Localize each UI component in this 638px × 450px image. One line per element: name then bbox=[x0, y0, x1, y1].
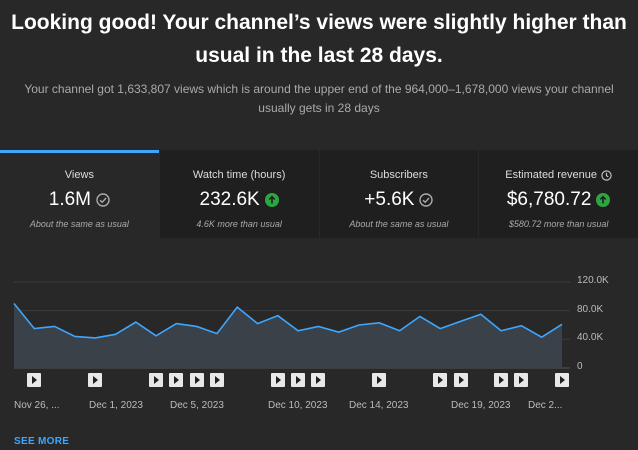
video-marker-play-icon[interactable] bbox=[27, 373, 42, 387]
tab-views-label: Views bbox=[64, 169, 94, 181]
video-marker-play-icon[interactable] bbox=[555, 373, 569, 387]
data-point[interactable] bbox=[479, 312, 483, 316]
data-point[interactable] bbox=[195, 324, 199, 328]
tab-subscribers-note: About the same as usual bbox=[349, 219, 449, 229]
tab-subscribers-label: Subscribers bbox=[369, 169, 428, 181]
video-marker-play-icon[interactable] bbox=[169, 373, 184, 387]
video-marker-play-icon[interactable] bbox=[149, 373, 164, 387]
data-point[interactable] bbox=[12, 302, 16, 306]
data-point[interactable] bbox=[53, 324, 57, 328]
video-marker-play-icon[interactable] bbox=[372, 373, 387, 387]
video-marker-play-icon[interactable] bbox=[453, 373, 468, 387]
video-marker-play-icon[interactable] bbox=[209, 373, 224, 387]
summary-line-1: Your channel got 1,633,807 views which i… bbox=[24, 82, 614, 96]
x-tick-label: Dec 19, 2023 bbox=[451, 400, 511, 411]
x-tick-label: Dec 1, 2023 bbox=[89, 400, 143, 411]
metric-tabs: Views 1.6M About the same as usual Watch… bbox=[0, 150, 638, 238]
video-marker-play-icon[interactable] bbox=[270, 373, 285, 387]
data-point[interactable] bbox=[459, 319, 463, 323]
headline: Looking good! Your channel’s views were … bbox=[0, 6, 638, 72]
data-point[interactable] bbox=[519, 324, 523, 328]
data-point[interactable] bbox=[499, 329, 503, 333]
headline-line-1: Looking good! Your channel’s views were … bbox=[11, 11, 627, 34]
data-point[interactable] bbox=[73, 334, 77, 338]
tab-estimated-revenue[interactable]: Estimated revenue $6,780.72 $580.72 more… bbox=[479, 150, 638, 238]
data-point[interactable] bbox=[377, 321, 381, 325]
tab-revenue-value: $6,780.72 bbox=[506, 189, 592, 210]
tab-revenue-note: $580.72 more than usual bbox=[508, 219, 609, 229]
tab-watch-time-note: 4.6K more than usual bbox=[196, 219, 282, 229]
clock-icon bbox=[601, 169, 612, 181]
x-tick-label: Dec 2... bbox=[528, 400, 563, 411]
video-marker-play-icon[interactable] bbox=[88, 373, 103, 387]
video-marker-play-icon[interactable] bbox=[291, 373, 306, 387]
data-point[interactable] bbox=[134, 320, 138, 324]
data-point[interactable] bbox=[418, 314, 422, 318]
data-point[interactable] bbox=[174, 322, 178, 326]
tab-watch-time-value: 232.6K bbox=[199, 189, 260, 210]
video-marker-play-icon[interactable] bbox=[494, 373, 509, 387]
x-tick-label: Dec 5, 2023 bbox=[170, 400, 224, 411]
x-tick-label: Dec 10, 2023 bbox=[268, 400, 328, 411]
data-point[interactable] bbox=[337, 330, 341, 334]
check-circle-icon bbox=[96, 193, 110, 207]
data-point[interactable] bbox=[256, 322, 260, 326]
x-tick-label: Nov 26, ... bbox=[14, 400, 60, 411]
y-tick-label: 80.0K bbox=[577, 303, 604, 315]
data-point[interactable] bbox=[93, 336, 97, 340]
data-point[interactable] bbox=[154, 334, 158, 338]
data-point[interactable] bbox=[560, 322, 564, 326]
summary-text: Your channel got 1,633,807 views which i… bbox=[20, 80, 618, 118]
tab-revenue-value-row: $6,780.72 bbox=[479, 188, 638, 212]
data-point[interactable] bbox=[398, 329, 402, 333]
tab-watch-time-label: Watch time (hours) bbox=[192, 169, 286, 181]
arrow-up-circle-icon bbox=[264, 193, 279, 207]
video-marker-play-icon[interactable] bbox=[433, 373, 448, 387]
data-point[interactable] bbox=[276, 314, 280, 318]
tab-revenue-label: Estimated revenue bbox=[505, 169, 597, 181]
data-point[interactable] bbox=[215, 332, 219, 336]
data-point[interactable] bbox=[316, 324, 320, 328]
tab-watch-time-value-row: 232.6K bbox=[160, 188, 319, 212]
tab-subscribers-value: +5.6K bbox=[364, 189, 415, 210]
tab-views-value-row: 1.6M bbox=[0, 188, 159, 212]
x-tick-label: Dec 14, 2023 bbox=[349, 400, 409, 411]
video-marker-play-icon[interactable] bbox=[514, 373, 529, 387]
data-point[interactable] bbox=[32, 327, 36, 331]
tab-views[interactable]: Views 1.6M About the same as usual bbox=[0, 150, 160, 238]
data-point[interactable] bbox=[296, 329, 300, 333]
views-line bbox=[13, 302, 563, 339]
summary-line-2: usually gets in 28 days bbox=[258, 101, 380, 115]
data-point[interactable] bbox=[235, 305, 239, 309]
y-tick-label: 40.0K bbox=[577, 332, 604, 344]
data-point[interactable] bbox=[540, 335, 544, 339]
tab-views-note: About the same as usual bbox=[29, 219, 129, 229]
see-more-button[interactable]: SEE MORE bbox=[14, 436, 70, 447]
tab-revenue-label-row: Estimated revenue bbox=[479, 168, 638, 182]
tab-views-value: 1.6M bbox=[48, 189, 91, 210]
tab-subscribers[interactable]: Subscribers +5.6K About the same as usua… bbox=[319, 150, 480, 238]
data-point[interactable] bbox=[357, 323, 361, 327]
tab-subscribers-value-row: +5.6K bbox=[320, 188, 479, 212]
data-point[interactable] bbox=[438, 327, 442, 331]
video-marker-play-icon[interactable] bbox=[311, 373, 326, 387]
check-circle-icon bbox=[419, 193, 434, 207]
video-marker-play-icon[interactable] bbox=[189, 373, 204, 387]
headline-line-2: usual in the last 28 days. bbox=[195, 44, 443, 67]
arrow-up-circle-icon bbox=[596, 193, 611, 207]
y-tick-label: 0 bbox=[577, 361, 583, 372]
y-tick-label: 120.0K bbox=[577, 275, 609, 286]
tab-watch-time[interactable]: Watch time (hours) 232.6K 4.6K more than… bbox=[159, 150, 320, 238]
data-point[interactable] bbox=[113, 332, 117, 336]
